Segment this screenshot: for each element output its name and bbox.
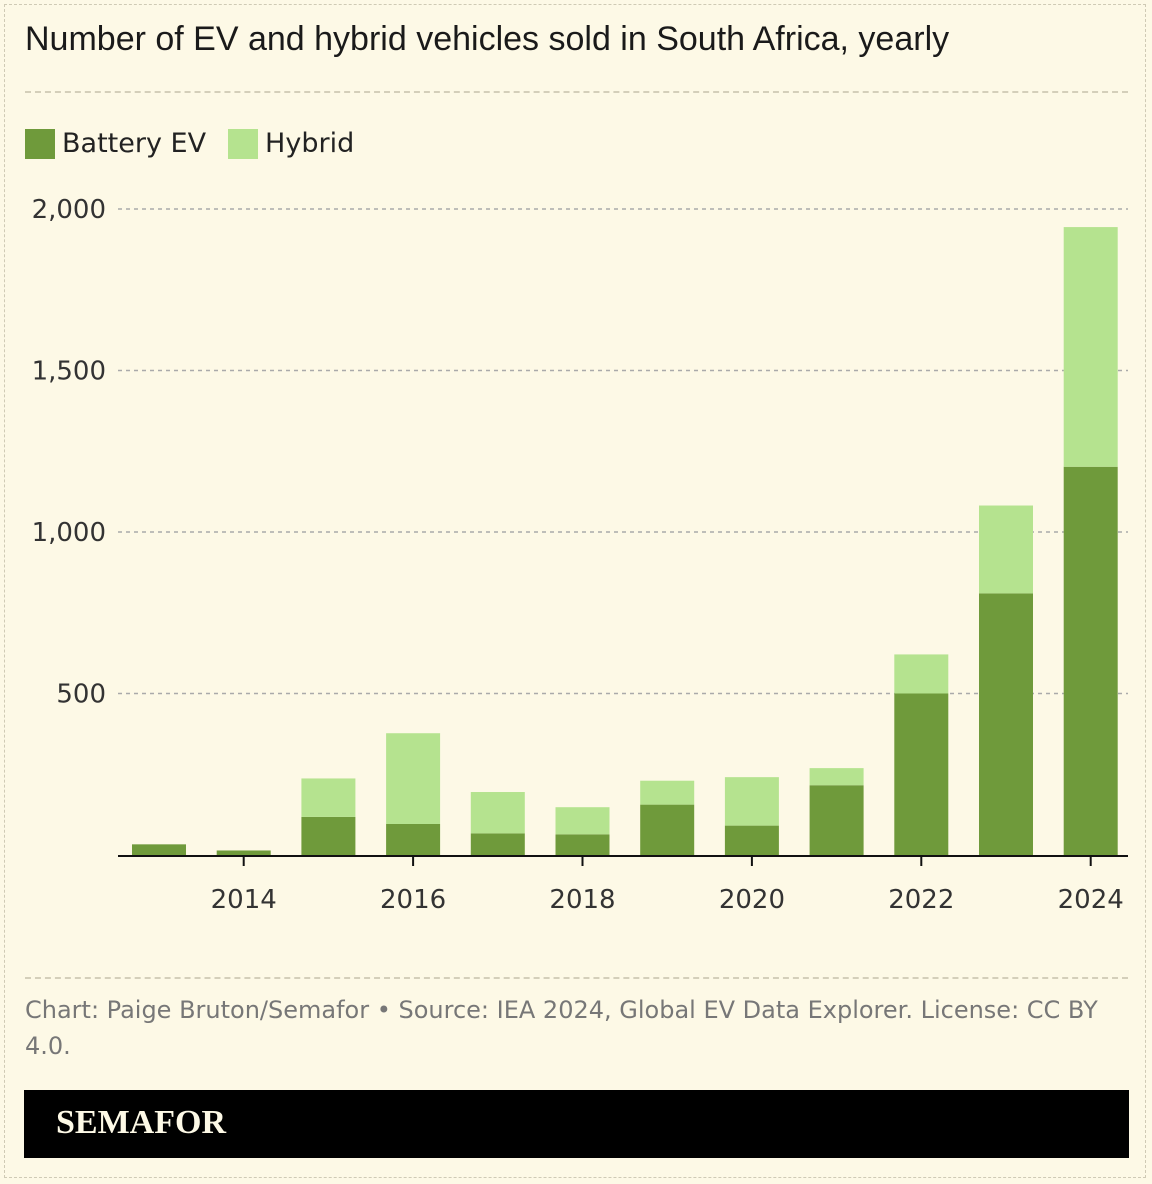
bar-battery-ev-2013 (132, 844, 186, 855)
legend-swatch-battery-ev (25, 128, 55, 159)
legend-label-hybrid: Hybrid (265, 128, 355, 159)
divider (25, 977, 1128, 979)
bar-battery-ev-2019 (640, 804, 695, 855)
bar-battery-ev-2015 (301, 816, 356, 855)
legend-swatch-hybrid (228, 128, 259, 159)
y-tick-label: 1,000 (32, 518, 106, 548)
bar-battery-ev-2017 (470, 833, 525, 855)
chart-title: Number of EV and hybrid vehicles sold in… (25, 20, 950, 58)
plot-area: 500 1,000 1,500 2,000 2014 2016 2018 2020 2022 20… (32, 195, 1128, 915)
bar-hybrid-2016 (386, 733, 441, 824)
footer-bar: SEMAFOR (24, 1090, 1129, 1158)
legend: Battery EV Hybrid (25, 128, 376, 159)
semafor-logo: SEMAFOR (56, 1104, 226, 1141)
bar-battery-ev-2024 (1063, 466, 1118, 855)
source-note: Chart: Paige Bruton/Semafor • Source: IE… (25, 996, 1098, 1060)
x-tick-label: 2014 (211, 885, 277, 915)
y-tick-label: 500 (56, 680, 106, 710)
divider (25, 91, 1128, 93)
bar-battery-ev-2023 (979, 593, 1033, 855)
bar-battery-ev-2021 (809, 785, 864, 855)
x-tick-label: 2016 (380, 885, 446, 915)
bar-hybrid-2023 (979, 505, 1033, 594)
x-tick-label: 2020 (719, 885, 785, 915)
bar-battery-ev-2016 (386, 823, 441, 855)
bar-hybrid-2018 (555, 807, 610, 835)
bar-hybrid-2017 (470, 792, 525, 834)
y-tick-label: 1,500 (32, 357, 106, 387)
bar-hybrid-2015 (301, 778, 356, 817)
x-tick-label: 2022 (888, 885, 954, 915)
bar-hybrid-2019 (640, 780, 695, 805)
x-tick-label: 2018 (549, 885, 615, 915)
bar-hybrid-2021 (809, 768, 864, 786)
legend-item-battery-ev: Battery EV (25, 128, 206, 159)
chart-frame (4, 4, 1146, 1178)
bar-hybrid-2020 (724, 777, 779, 826)
legend-label-battery-ev: Battery EV (62, 128, 207, 159)
y-tick-label: 2,000 (32, 195, 106, 225)
bar-hybrid-2024 (1063, 227, 1118, 467)
bar-battery-ev-2020 (724, 825, 779, 855)
legend-item-hybrid: Hybrid (228, 128, 354, 159)
bar-battery-ev-2022 (894, 693, 949, 855)
bar-battery-ev-2014 (216, 850, 271, 855)
bar-battery-ev-2018 (555, 834, 610, 855)
bar-hybrid-2022 (894, 654, 949, 694)
x-tick-label: 2024 (1058, 885, 1124, 915)
